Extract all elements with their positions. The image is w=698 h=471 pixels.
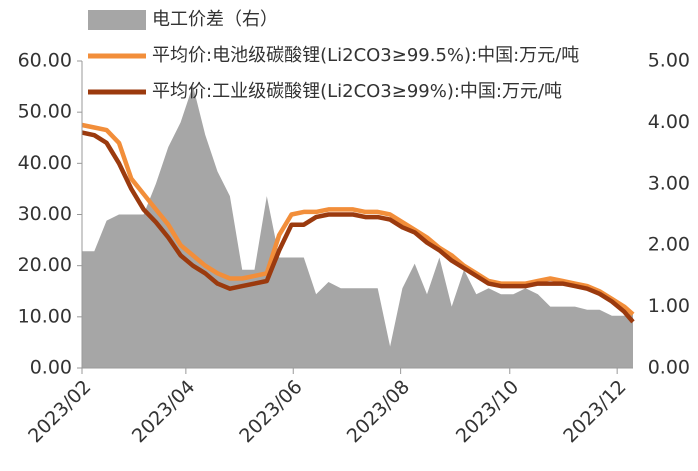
y-tick-label: 0.00 — [30, 357, 72, 379]
y2-tick-label: 3.00 — [648, 172, 690, 194]
line — [81, 130, 635, 324]
y2-tick-label: 1.00 — [648, 295, 690, 317]
y2-tick-label: 4.00 — [648, 111, 690, 133]
y2-tick-label: 0.00 — [648, 357, 690, 379]
x-tick-label: 2023/08 — [343, 376, 414, 447]
x-tick-label: 2023/02 — [24, 376, 95, 447]
y-tick-label: 60.00 — [18, 50, 72, 72]
x-tick-label: 2023/10 — [452, 376, 523, 447]
y-tick-label: 20.00 — [18, 254, 72, 276]
legend-swatch — [88, 10, 146, 30]
y2-tick-label: 5.00 — [648, 50, 690, 72]
y-tick-label: 30.00 — [18, 203, 72, 225]
x-tick-label: 2023/04 — [128, 376, 199, 447]
line — [81, 122, 635, 316]
x-tick-label: 2023/12 — [559, 376, 630, 447]
legend-label: 电工价差（右） — [152, 9, 278, 30]
legend-label: 平均价:电池级碳酸锂(Li2CO3≥99.5%):中国:万元/吨 — [152, 45, 579, 66]
y-tick-label: 40.00 — [18, 152, 72, 174]
y-tick-label: 50.00 — [18, 101, 72, 123]
area — [82, 85, 633, 368]
y2-tick-label: 2.00 — [648, 234, 690, 256]
legend-label: 平均价:工业级碳酸锂(Li2CO3≥99%):中国:万元/吨 — [152, 81, 562, 102]
y-tick-label: 10.00 — [18, 305, 72, 327]
x-tick-label: 2023/06 — [235, 376, 306, 447]
